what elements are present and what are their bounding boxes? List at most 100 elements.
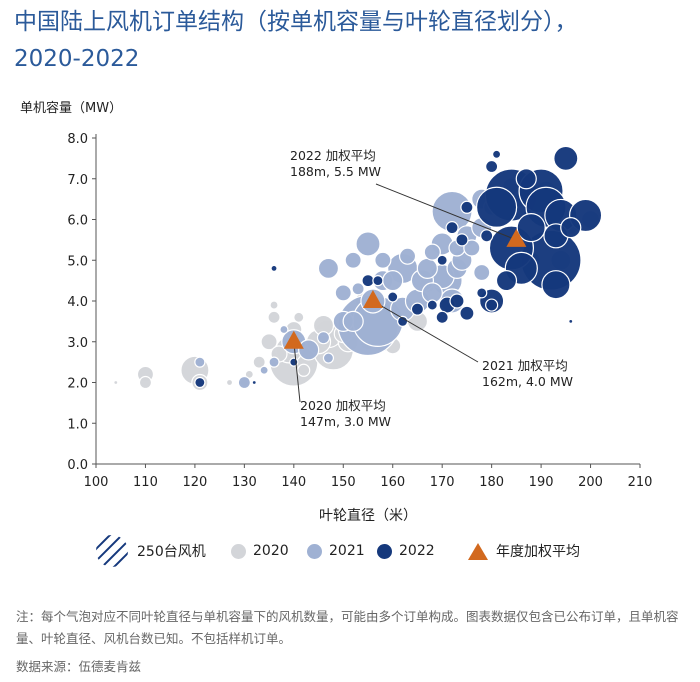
bubble-2022 [270,264,278,272]
bubble-2022 [361,274,375,288]
x-tick-label: 130 [232,475,257,490]
bubble-2021 [322,352,335,364]
bubble-2022 [485,298,499,312]
bubble-2022 [455,233,469,247]
bubble-2022 [410,302,425,316]
bubble-chart: 单机容量（MW） 0.0 1.0 2.0 3.0 4.0 5.0 6.0 7.0 8.0 100 11… [20,100,653,524]
x-tick-label: 200 [578,475,603,490]
bubble-2022 [516,213,546,243]
bubble-2022 [495,270,518,292]
chart-title-line1: 中国陆上风机订单结构（按单机容量与叶轮直径划分）， [14,9,578,35]
x-tick-label: 150 [331,475,356,490]
bubble-2022 [426,299,438,311]
y-axis-label: 单机容量（MW） [20,100,122,116]
bubble-2022 [449,293,465,309]
bubble-2022 [436,254,448,266]
x-tick-label: 100 [84,475,109,490]
bubble-2022 [480,229,494,243]
bubble-2021 [259,365,269,375]
bubble-2022 [372,275,384,287]
average-label-2020: 2020 加权平均 [300,398,386,413]
legend: 250台风机 2020 2021 2022 年度加权平均 [95,535,655,567]
chart-title: 中国陆上风机订单结构（按单机容量与叶轮直径划分）， 2020-2022 [14,4,694,78]
bubble-2022 [475,186,518,228]
average-triangle-2022 [506,228,527,247]
bubble-2022 [459,305,475,321]
bubble-2022 [445,221,459,235]
bubble-2022 [515,168,537,190]
legend-avg-label: 年度加权平均 [496,544,580,560]
bubble-2022 [491,149,502,159]
bubble-2020 [252,355,266,369]
average-triangle-2020 [283,330,304,349]
bubble-2021 [237,375,251,390]
bubble-2022 [460,200,474,214]
bubble-2021 [355,231,381,257]
x-tick-label: 190 [529,475,554,490]
bubble-2021 [298,339,320,361]
y-tick-label: 5.0 [67,254,88,269]
bubble-2022 [541,270,571,300]
legend-item-2020: 2020 [231,536,289,566]
bubble-2020 [269,300,279,310]
y-tick-label: 4.0 [67,295,88,310]
legend-label-2020: 2020 [253,543,289,559]
bubble-2020 [293,311,305,323]
bubble-2022 [485,159,499,174]
average-label-2022: 2022 加权平均 [290,148,376,163]
y-tick-label: 1.0 [67,417,88,432]
bubble-2022 [553,145,579,171]
bubble-2021 [279,324,289,335]
bubble-2021 [374,251,392,269]
bubble-2022 [476,287,488,299]
bubble-2020 [297,363,311,377]
x-tick-label: 110 [133,475,158,490]
bubble-2021 [416,257,438,279]
y-tick-label: 7.0 [67,173,88,188]
bubble-2021 [317,257,340,279]
hatched-circle-icon [96,535,128,567]
bubble-2022 [568,318,574,324]
x-tick-label: 210 [628,475,653,490]
chart-title-line2: 2020-2022 [14,46,140,72]
average-leader-line [372,300,479,363]
average-leader-line [375,183,517,241]
bubble-2021 [268,356,280,368]
bubble-2021 [194,356,206,368]
bubble-2020 [225,378,234,387]
bubble-2022 [560,217,582,239]
bubble-2021 [351,282,365,296]
y-tick-label: 2.0 [67,377,88,392]
footnote: 注：每个气泡对应不同叶轮直径与单机容量下的风机数量，可能由多个订单构成。图表数据… [16,609,679,646]
average-detail-2020: 147m, 3.0 MW [300,414,391,429]
legend-item-2021: 2021 [307,536,365,566]
bubble-2021 [423,243,441,261]
bubble-2021 [316,331,331,345]
x-axis-label: 叶轮直径（米） [319,507,417,524]
x-tick-label: 160 [380,475,405,490]
x-tick-label: 120 [182,475,207,490]
bubble-2021 [463,239,481,257]
average-detail-2022: 188m, 5.5 MW [290,164,381,179]
average-detail-2021: 162m, 4.0 MW [482,374,573,389]
bubble-2022 [435,310,449,324]
legend-label-2022: 2022 [399,543,435,559]
bubble-2022 [387,291,399,303]
triangle-icon [468,542,488,560]
y-tick-label: 3.0 [67,336,88,351]
legend-item-size: 250台风机 [95,535,206,567]
legend-dot-2020 [231,543,246,559]
bubble-2021 [342,310,364,332]
bubble-2021 [473,263,491,282]
bubble-2020 [267,310,281,324]
bubble-2021 [334,284,352,302]
legend-item-average: 年度加权平均 [468,536,580,566]
bubble-2020 [113,379,119,386]
source-note: 数据来源：伍德麦肯兹 [16,659,142,674]
bubble-2022 [251,379,257,386]
legend-dot-2022 [377,543,392,559]
y-tick-label: 6.0 [67,214,88,229]
bubble-2020 [260,333,278,351]
x-tick-label: 140 [281,475,306,490]
x-tick-label: 170 [430,475,455,490]
